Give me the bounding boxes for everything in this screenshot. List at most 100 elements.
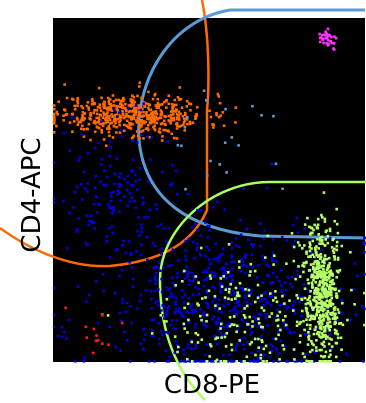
data-point — [318, 331, 321, 334]
data-point — [266, 273, 269, 277]
data-point — [329, 325, 332, 328]
data-point — [178, 307, 182, 310]
data-point — [313, 299, 316, 302]
data-point — [224, 288, 228, 291]
data-point — [64, 306, 67, 310]
data-point — [306, 288, 309, 291]
data-point — [202, 284, 206, 288]
data-point — [215, 360, 219, 363]
data-point — [132, 117, 135, 121]
data-point — [242, 289, 245, 293]
data-point — [138, 234, 141, 237]
data-point — [138, 299, 142, 303]
data-point — [248, 315, 251, 319]
data-point — [236, 291, 239, 294]
data-point — [279, 283, 283, 287]
data-point — [350, 288, 353, 292]
data-point — [108, 122, 112, 125]
gate-green[interactable] — [158, 180, 366, 401]
data-point — [318, 269, 321, 273]
gate-orange[interactable] — [0, 0, 210, 268]
data-point — [322, 313, 325, 316]
data-point — [125, 119, 129, 123]
data-point — [141, 196, 144, 199]
data-point — [139, 223, 143, 226]
data-point — [284, 323, 288, 327]
data-point — [200, 360, 203, 363]
data-point — [207, 248, 211, 252]
data-point — [339, 336, 343, 340]
data-point — [105, 235, 108, 238]
data-point — [324, 293, 328, 296]
data-point — [237, 260, 241, 263]
data-point — [317, 295, 321, 298]
data-point — [333, 322, 336, 325]
data-point — [108, 118, 112, 122]
data-point — [110, 109, 114, 112]
data-point — [89, 112, 92, 116]
data-point — [278, 358, 281, 361]
data-point — [184, 258, 188, 261]
data-point — [222, 353, 225, 357]
data-point — [100, 96, 103, 100]
data-point — [87, 108, 91, 111]
data-point — [230, 247, 234, 250]
data-point — [133, 106, 136, 110]
data-point — [209, 262, 212, 265]
data-point — [324, 289, 327, 292]
data-point — [306, 343, 310, 346]
data-point — [105, 106, 108, 110]
data-point — [339, 287, 343, 291]
data-point — [140, 123, 143, 126]
data-point — [336, 336, 340, 340]
data-point — [252, 315, 255, 318]
data-point — [297, 294, 300, 297]
data-point — [292, 348, 296, 351]
data-point — [283, 281, 287, 285]
data-point — [363, 236, 366, 240]
data-point — [140, 227, 144, 230]
data-point — [167, 114, 171, 118]
data-point — [60, 325, 64, 329]
data-point — [274, 290, 277, 293]
data-point — [306, 313, 309, 317]
data-point — [152, 125, 155, 129]
data-point — [228, 322, 232, 325]
data-point — [215, 113, 218, 117]
data-point — [280, 303, 284, 306]
data-point — [63, 83, 66, 86]
data-point — [187, 283, 191, 286]
data-point — [82, 128, 86, 131]
data-point — [292, 245, 296, 249]
data-point — [322, 303, 326, 306]
data-point — [137, 110, 141, 114]
data-point — [339, 322, 343, 325]
data-point — [181, 280, 184, 283]
data-point — [57, 100, 60, 104]
data-point — [321, 260, 324, 264]
data-point — [147, 360, 151, 363]
data-point — [285, 327, 289, 330]
data-point — [107, 116, 110, 120]
data-point — [108, 206, 111, 209]
data-point — [52, 325, 56, 329]
data-point — [309, 304, 313, 307]
data-point — [242, 360, 246, 363]
data-point — [92, 121, 96, 124]
data-point — [229, 274, 233, 277]
data-point — [269, 343, 272, 346]
data-point — [139, 166, 142, 170]
data-point — [132, 103, 136, 107]
data-point — [310, 226, 314, 230]
data-point — [322, 33, 326, 36]
data-point — [182, 123, 185, 126]
data-point — [262, 292, 266, 296]
data-point — [198, 360, 202, 363]
data-point — [319, 253, 323, 256]
data-point — [76, 104, 79, 107]
data-point — [272, 299, 275, 302]
data-point — [325, 312, 328, 315]
data-point — [155, 271, 158, 275]
data-point — [119, 100, 123, 103]
data-point — [165, 106, 168, 109]
